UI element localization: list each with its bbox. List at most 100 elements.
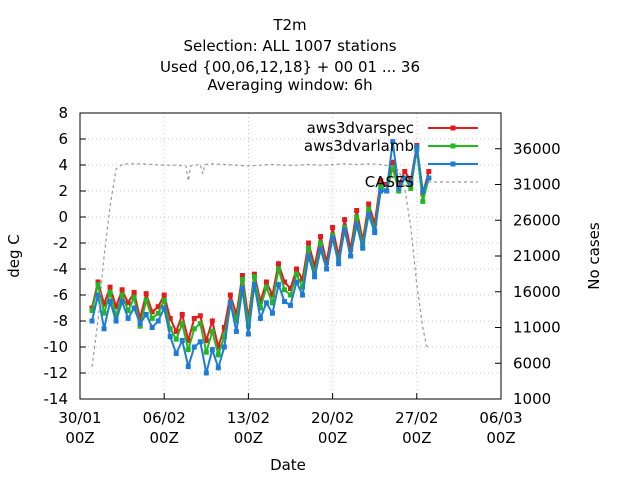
legend-label: CASES [365, 173, 414, 191]
data-point [143, 312, 149, 317]
data-point [221, 344, 227, 350]
data-point [95, 282, 101, 288]
data-point [414, 144, 420, 150]
data-point [143, 291, 149, 297]
data-point [318, 247, 324, 252]
x-tick-sublabel: 00Z [402, 429, 431, 447]
chart-title-line-1: T2m [272, 16, 306, 34]
data-point [269, 300, 275, 306]
data-point [294, 271, 300, 277]
data-point [281, 299, 287, 304]
data-point [95, 292, 101, 298]
chart-title-line-2: Selection: ALL 1007 stations [183, 37, 396, 55]
y2-tick-label: 11000 [513, 319, 561, 337]
y-axis-label: deg C [5, 234, 23, 278]
data-point [215, 352, 221, 358]
data-point [257, 299, 263, 304]
data-point [269, 310, 275, 316]
data-point [143, 297, 149, 303]
data-point [354, 214, 360, 220]
data-point [426, 175, 432, 181]
y2-tick-label: 1000 [513, 390, 551, 408]
data-point [89, 318, 95, 324]
data-point [167, 315, 173, 321]
data-point [330, 235, 336, 241]
x-tick-sublabel: 00Z [150, 429, 179, 447]
data-point [113, 318, 119, 324]
data-point [251, 271, 257, 277]
data-point [119, 292, 125, 298]
x-tick-label: 06/02 [143, 409, 186, 427]
series-3 [91, 163, 430, 367]
data-point [354, 222, 360, 228]
data-point [239, 286, 245, 291]
data-point [197, 339, 203, 345]
data-point [161, 305, 167, 311]
legend-label: aws3dvarspec [307, 119, 414, 137]
data-point [378, 178, 384, 184]
data-point [89, 308, 95, 314]
x-tick-sublabel: 00Z [486, 429, 515, 447]
x-tick-label: 20/02 [311, 409, 354, 427]
data-point [209, 328, 215, 334]
data-point [312, 263, 318, 269]
data-point [330, 224, 336, 230]
series-layer [89, 139, 432, 376]
data-point [191, 344, 197, 350]
data-point [173, 328, 179, 334]
data-point [119, 287, 125, 293]
data-point [251, 282, 257, 288]
data-point [167, 334, 173, 340]
data-point [318, 240, 324, 246]
data-point [113, 304, 119, 310]
data-point [396, 185, 402, 191]
data-point [137, 315, 143, 321]
data-point [173, 351, 179, 356]
y2-tick-label: 16000 [513, 283, 561, 301]
data-point [402, 169, 408, 174]
y-tick-label: -6 [53, 286, 68, 304]
data-point [257, 315, 263, 321]
data-point [269, 292, 275, 298]
data-point [167, 326, 173, 332]
data-point [306, 240, 312, 246]
y-tick-label: -10 [44, 338, 69, 356]
data-point [233, 328, 239, 334]
data-point [396, 188, 402, 194]
data-point [366, 201, 372, 207]
data-point [263, 300, 269, 306]
data-point [107, 284, 113, 290]
data-point [227, 300, 233, 306]
data-point [185, 347, 191, 353]
x-tick-label: 30/01 [58, 409, 101, 427]
data-point [408, 180, 414, 186]
y-tick-label: 2 [58, 182, 68, 200]
data-point [155, 304, 161, 310]
data-point [185, 338, 191, 343]
data-point [203, 349, 209, 355]
data-point [149, 315, 155, 321]
data-point [155, 318, 161, 324]
data-point [179, 321, 185, 327]
data-point [300, 276, 306, 282]
data-point [125, 315, 131, 321]
legend-label: aws3dvarlamb [304, 137, 414, 155]
data-point [185, 364, 191, 369]
data-point [107, 299, 113, 304]
data-point [312, 274, 318, 280]
data-point [203, 370, 209, 376]
y-tick-label: -12 [44, 364, 69, 382]
x-tick-label: 13/02 [227, 409, 270, 427]
data-point [366, 211, 372, 217]
data-point [354, 208, 360, 213]
data-point [366, 206, 372, 212]
data-point [288, 286, 293, 291]
y2-tick-label: 31000 [513, 176, 561, 194]
x-tick-sublabel: 00Z [65, 429, 94, 447]
data-point [215, 344, 221, 350]
data-point [281, 279, 287, 285]
data-point [288, 292, 293, 298]
data-point [125, 300, 131, 306]
data-point [390, 165, 396, 171]
y-tick-label: 6 [58, 130, 68, 148]
